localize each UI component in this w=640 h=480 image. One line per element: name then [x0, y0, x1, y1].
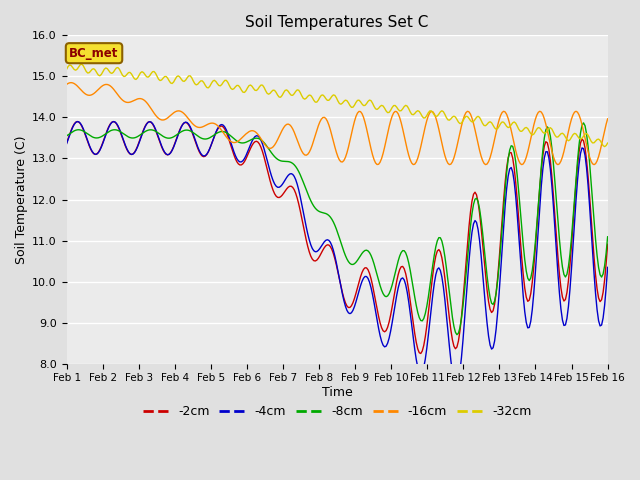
Title: Soil Temperatures Set C: Soil Temperatures Set C	[246, 15, 429, 30]
Y-axis label: Soil Temperature (C): Soil Temperature (C)	[15, 135, 28, 264]
Legend: -2cm, -4cm, -8cm, -16cm, -32cm: -2cm, -4cm, -8cm, -16cm, -32cm	[138, 400, 536, 423]
Text: BC_met: BC_met	[69, 47, 118, 60]
X-axis label: Time: Time	[322, 386, 353, 399]
